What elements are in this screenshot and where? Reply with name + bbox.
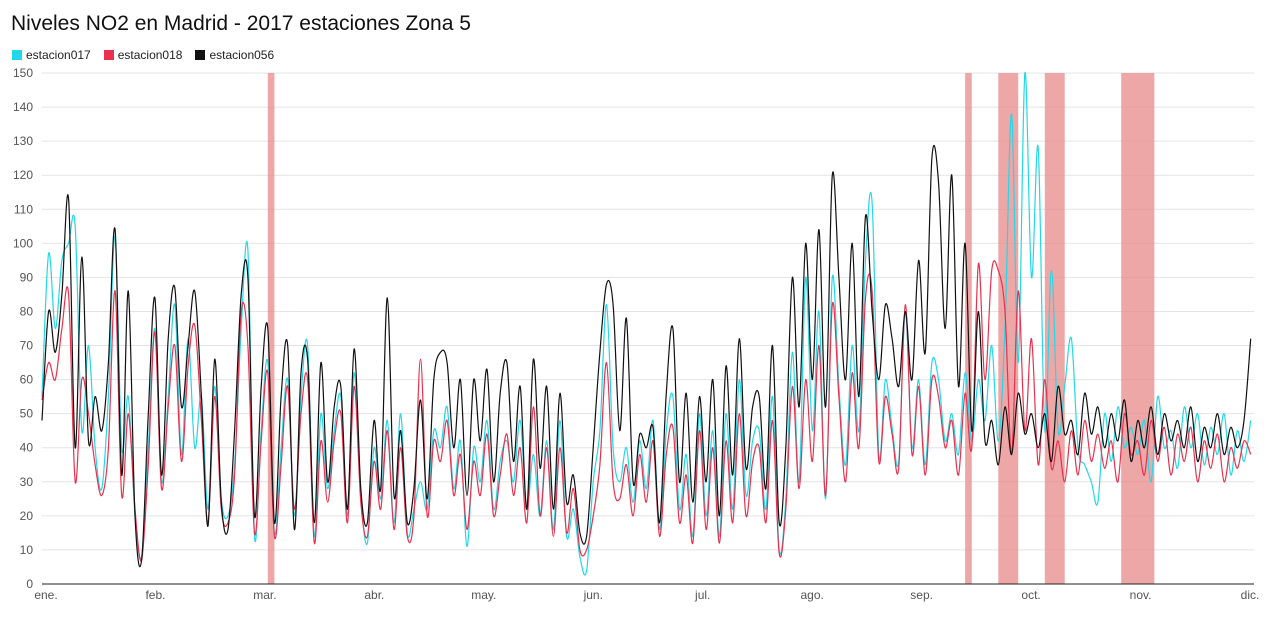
y-axis-ticks: 0 10 20 30 40 50 60 70 80 90 100 110 120 130 140 150 — [13, 66, 33, 591]
x-tick-label: jun. — [583, 588, 603, 602]
legend-swatch-estacion017 — [12, 50, 22, 60]
highlights — [267, 73, 1155, 584]
y-tick-label: 60 — [20, 373, 34, 387]
legend-item-estacion056[interactable]: estacion056 — [195, 48, 274, 62]
y-tick-label: 120 — [13, 168, 33, 182]
x-tick-label: ene. — [34, 588, 57, 602]
x-tick-label: mar. — [253, 588, 276, 602]
series-line-estacion017 — [41, 72, 1252, 576]
legend-item-estacion017[interactable]: estacion017 — [12, 48, 91, 62]
legend-label-estacion017: estacion017 — [26, 48, 91, 62]
x-tick-label: oct. — [1021, 588, 1040, 602]
y-tick-label: 140 — [13, 100, 33, 114]
y-tick-label: 30 — [20, 475, 34, 489]
y-tick-label: 20 — [20, 509, 34, 523]
y-tick-label: 150 — [13, 66, 33, 80]
legend-item-estacion018[interactable]: estacion018 — [103, 48, 183, 62]
grid — [42, 72, 1254, 585]
series-line-estacion056 — [41, 144, 1252, 568]
legend-label-estacion056: estacion056 — [209, 48, 275, 62]
y-tick-label: 10 — [20, 543, 34, 557]
legend-label-estacion018: estacion018 — [117, 48, 183, 62]
y-tick-label: 40 — [20, 441, 34, 455]
x-tick-label: feb. — [145, 588, 165, 602]
y-tick-label: 110 — [14, 202, 33, 216]
highlight-band — [1121, 73, 1155, 584]
y-tick-label: 0 — [26, 577, 33, 591]
highlight-band — [267, 73, 275, 584]
y-tick-label: 130 — [13, 134, 33, 148]
legend: estacion017 estacion018 estacion056 — [12, 48, 274, 62]
y-tick-label: 80 — [20, 304, 34, 318]
y-tick-label: 100 — [13, 236, 33, 250]
x-tick-label: dic. — [1241, 588, 1260, 602]
x-tick-label: jul. — [694, 588, 710, 602]
legend-swatch-estacion018 — [103, 50, 114, 60]
y-tick-label: 70 — [20, 339, 34, 353]
x-tick-label: abr. — [364, 588, 384, 602]
x-tick-label: sep. — [910, 588, 933, 602]
chart-title: Niveles NO2 en Madrid - 2017 estaciones … — [11, 12, 471, 35]
x-tick-label: nov. — [1130, 588, 1152, 602]
series-line-estacion018 — [41, 260, 1252, 562]
y-tick-label: 90 — [20, 270, 34, 284]
series-lines — [41, 72, 1252, 576]
x-tick-label: ago. — [801, 588, 824, 602]
y-tick-label: 50 — [20, 407, 34, 421]
x-tick-label: may. — [471, 588, 496, 602]
legend-swatch-estacion056 — [195, 50, 206, 60]
x-axis-ticks: ene. feb. mar. abr. may. jun. jul. ago. sep. oct.… — [34, 588, 1259, 602]
highlight-band — [998, 73, 1019, 584]
